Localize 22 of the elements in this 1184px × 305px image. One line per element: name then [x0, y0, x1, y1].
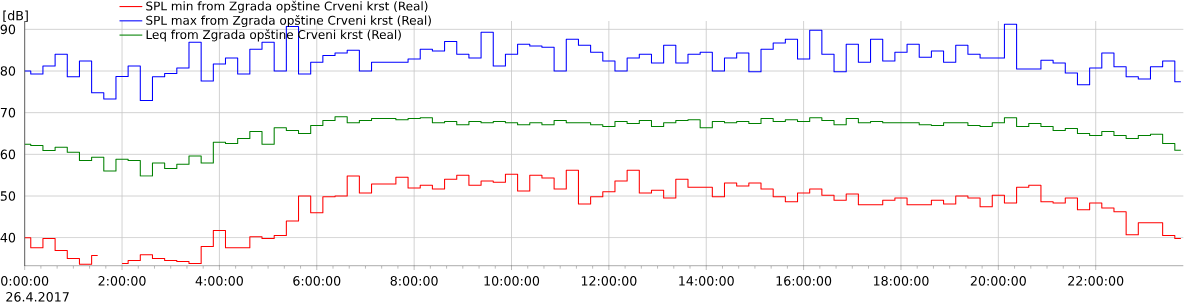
x-tick-label: 0:00:00 [1, 276, 49, 286]
x-tick-label: 20:00:00 [970, 276, 1026, 286]
y-tick-label: 80 [0, 66, 16, 76]
x-tick-label: 10:00:00 [484, 276, 540, 286]
text: 26.4.2017 [6, 292, 69, 302]
x-tick-label: 4:00:00 [195, 276, 243, 286]
y-tick-label: 70 [0, 107, 16, 118]
x-tick-label: 14:00:00 [679, 276, 734, 286]
x-tick-label: 16:00:00 [776, 276, 832, 286]
x-tick-label: 6:00:00 [293, 276, 341, 286]
x-tick-label: 22:00:00 [1068, 276, 1124, 286]
x-tick-label: 12:00:00 [581, 276, 637, 286]
legend-label: SPL min from Zgrada opštine Crveni krst (Real) [146, 0, 428, 13]
y-tick-label: 90 [0, 24, 16, 35]
x-tick-label: 8:00:00 [390, 276, 438, 286]
y-tick-label: 60 [0, 149, 16, 160]
y-tick-label: 50 [0, 191, 16, 201]
y-axis-title: [dB] [3, 10, 28, 22]
legend-label: SPL max from Zgrada opštine Crveni krst (Real) [146, 15, 431, 28]
x-tick-label: 18:00:00 [873, 276, 929, 286]
x-tick-label: 2:00:00 [98, 276, 146, 286]
y-tick-label: 40 [0, 232, 16, 243]
